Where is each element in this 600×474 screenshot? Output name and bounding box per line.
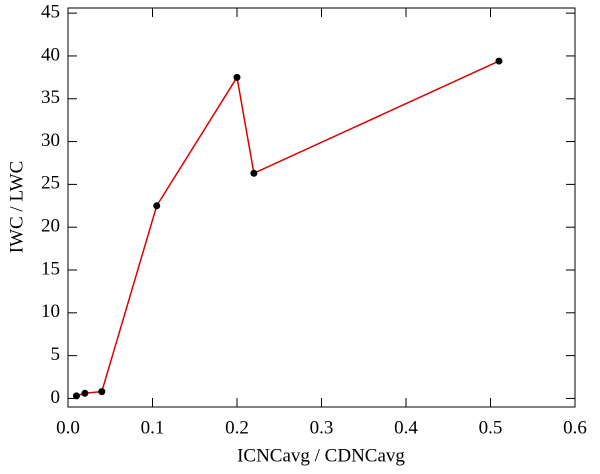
x-tick-label: 0.2	[225, 417, 249, 438]
y-tick-label: 15	[41, 258, 60, 279]
point	[153, 202, 161, 210]
y-tick-label: 40	[41, 44, 60, 65]
x-tick-label: 0.1	[141, 417, 165, 438]
point	[233, 73, 241, 81]
y-tick-label: 0	[51, 387, 61, 408]
y-tick-label: 10	[41, 301, 60, 322]
y-tick-label: 35	[41, 87, 60, 108]
point	[98, 388, 106, 396]
x-tick-label: 0.0	[56, 417, 80, 438]
y-axis-label: IWC / LWC	[6, 161, 27, 254]
x-tick-label: 0.4	[394, 417, 418, 438]
y-tick-label: 25	[41, 173, 60, 194]
series-line	[76, 60, 500, 397]
y-tick-label: 5	[51, 344, 61, 365]
y-tick-label: 20	[41, 216, 60, 237]
plot-frame	[67, 7, 576, 408]
point	[81, 389, 89, 397]
x-tick-label: 0.6	[563, 417, 587, 438]
y-tick-label: 30	[41, 130, 60, 151]
point	[495, 57, 503, 65]
x-tick-label: 0.3	[310, 417, 334, 438]
point	[250, 169, 258, 177]
x-axis-label: ICNCavg / CDNCavg	[237, 445, 405, 466]
point	[72, 392, 80, 400]
y-tick-label: 45	[41, 1, 60, 22]
x-tick-label: 0.5	[479, 417, 503, 438]
